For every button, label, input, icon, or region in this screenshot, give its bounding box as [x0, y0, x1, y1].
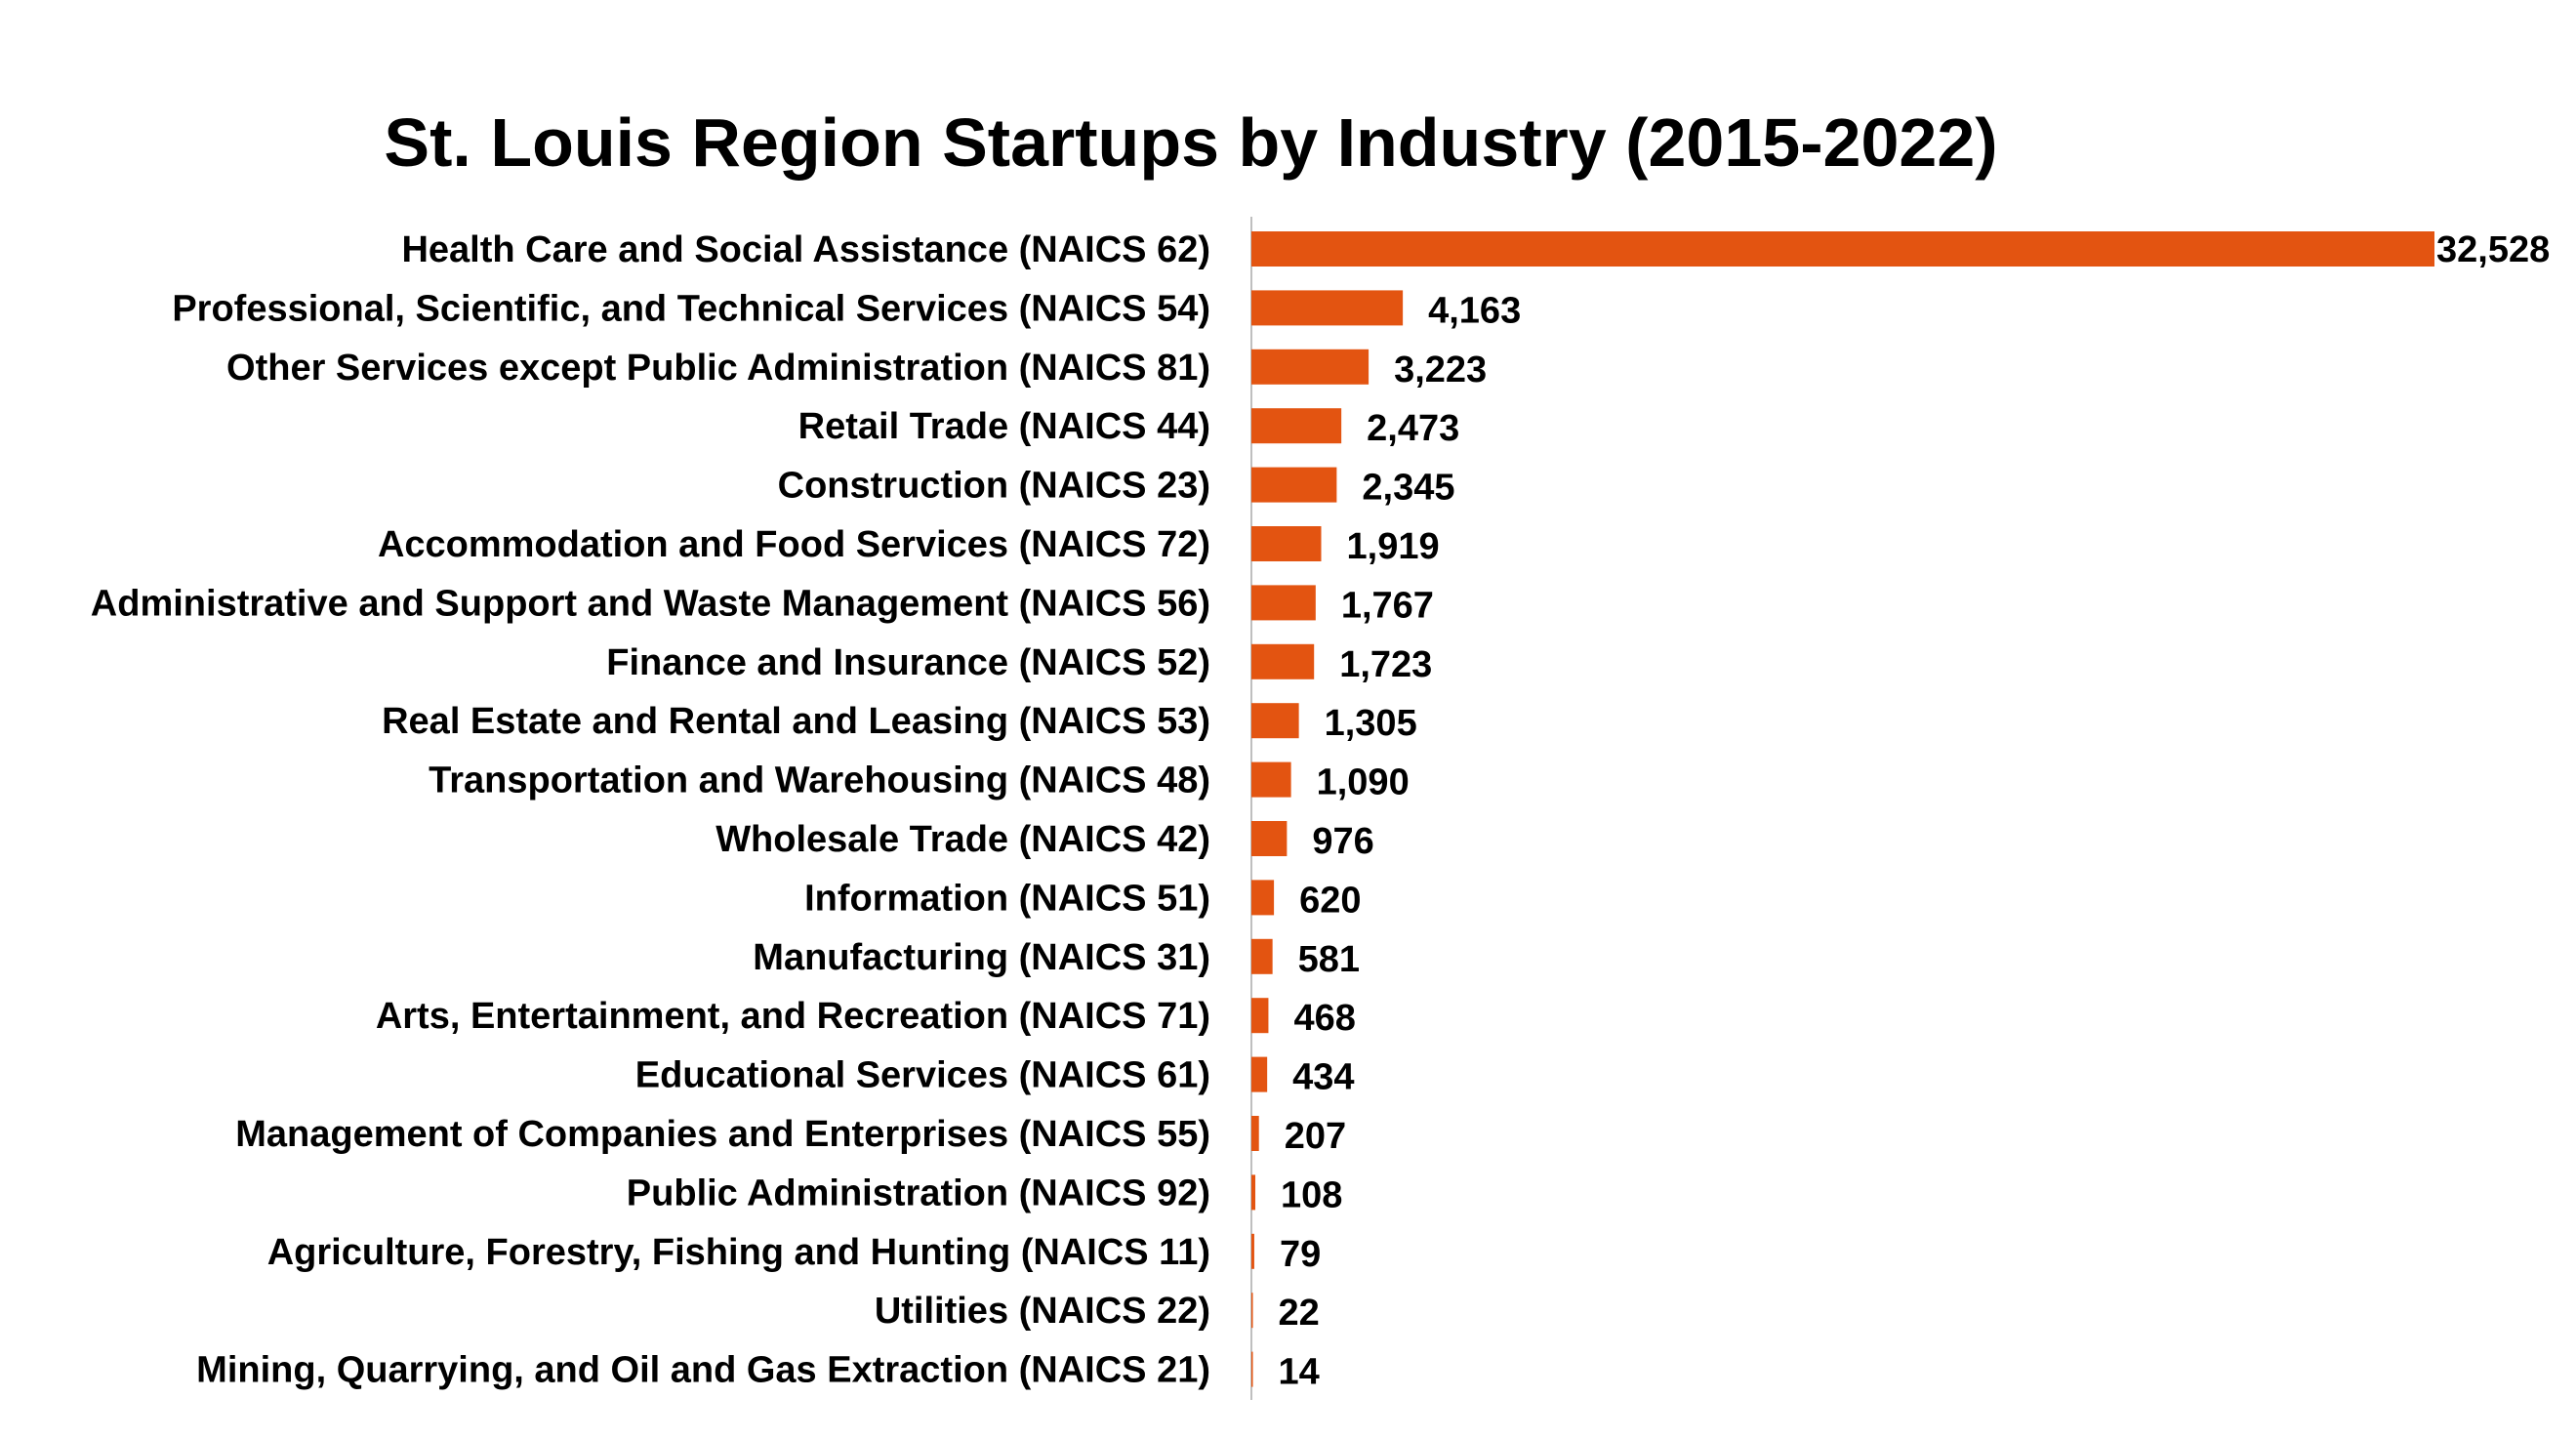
- bar: [1251, 585, 1316, 621]
- bar: [1251, 703, 1299, 739]
- category-label: Transportation and Warehousing (NAICS 48…: [429, 761, 1210, 802]
- category-label: Other Services except Public Administrat…: [226, 348, 1210, 389]
- value-label: 1,767: [1341, 585, 1434, 626]
- value-label: 79: [1280, 1234, 1321, 1275]
- bar: [1251, 880, 1275, 916]
- value-label: 1,723: [1339, 644, 1432, 685]
- value-label: 2,473: [1367, 408, 1459, 449]
- bar: [1251, 349, 1370, 385]
- value-label: 976: [1312, 821, 1373, 862]
- value-label: 32,528: [2436, 229, 2550, 270]
- bar: [1251, 1351, 1253, 1387]
- value-label: 207: [1285, 1116, 1346, 1157]
- category-label: Arts, Entertainment, and Recreation (NAI…: [376, 996, 1210, 1037]
- bar: [1251, 1056, 1268, 1092]
- bar: [1251, 1233, 1254, 1269]
- category-label: Wholesale Trade (NAICS 42): [716, 819, 1210, 860]
- category-label: Finance and Insurance (NAICS 52): [606, 642, 1210, 683]
- category-label: Agriculture, Forestry, Fishing and Hunti…: [267, 1232, 1210, 1273]
- category-label: Construction (NAICS 23): [778, 466, 1210, 507]
- bar: [1251, 643, 1315, 679]
- value-label: 4,163: [1428, 290, 1521, 331]
- category-label: Mining, Quarrying, and Oil and Gas Extra…: [196, 1350, 1210, 1391]
- value-label: 3,223: [1394, 349, 1487, 391]
- value-label: 1,305: [1325, 703, 1417, 744]
- value-label: 1,919: [1347, 526, 1440, 567]
- category-label: Retail Trade (NAICS 44): [798, 406, 1210, 447]
- bar: [1251, 231, 2434, 267]
- value-label: 1,090: [1317, 762, 1410, 803]
- value-label: 434: [1292, 1057, 1354, 1098]
- bar: [1251, 408, 1342, 444]
- category-label: Educational Services (NAICS 61): [635, 1055, 1210, 1096]
- bar: [1251, 1174, 1256, 1211]
- category-label: Management of Companies and Enterprises …: [235, 1114, 1210, 1155]
- value-label: 581: [1298, 939, 1360, 980]
- bar: [1251, 467, 1337, 503]
- bar: [1251, 998, 1269, 1034]
- bar: [1251, 290, 1404, 326]
- bar: [1251, 1293, 1253, 1329]
- category-label: Health Care and Social Assistance (NAICS…: [401, 229, 1210, 270]
- bar: [1251, 761, 1291, 798]
- bar: [1251, 1116, 1259, 1151]
- category-label: Administrative and Support and Waste Man…: [91, 583, 1210, 624]
- category-label: Utilities (NAICS 22): [875, 1291, 1210, 1332]
- value-label: 468: [1293, 998, 1355, 1039]
- category-label: Public Administration (NAICS 92): [627, 1172, 1210, 1213]
- bars-layer: Health Care and Social Assistance (NAICS…: [91, 229, 2550, 1393]
- value-label: 2,345: [1362, 468, 1454, 509]
- bar: [1251, 821, 1288, 856]
- category-label: Information (NAICS 51): [804, 878, 1210, 919]
- bar: [1251, 526, 1322, 561]
- value-label: 22: [1279, 1293, 1320, 1334]
- category-label: Manufacturing (NAICS 31): [753, 937, 1210, 978]
- value-label: 14: [1279, 1352, 1320, 1393]
- category-label: Accommodation and Food Services (NAICS 7…: [378, 524, 1210, 565]
- category-label: Professional, Scientific, and Technical …: [172, 288, 1210, 329]
- bar: [1251, 938, 1273, 974]
- value-label: 620: [1299, 880, 1361, 921]
- chart-title: St. Louis Region Startups by Industry (2…: [384, 104, 1997, 181]
- category-label: Real Estate and Rental and Leasing (NAIC…: [382, 701, 1210, 742]
- value-label: 108: [1281, 1174, 1342, 1215]
